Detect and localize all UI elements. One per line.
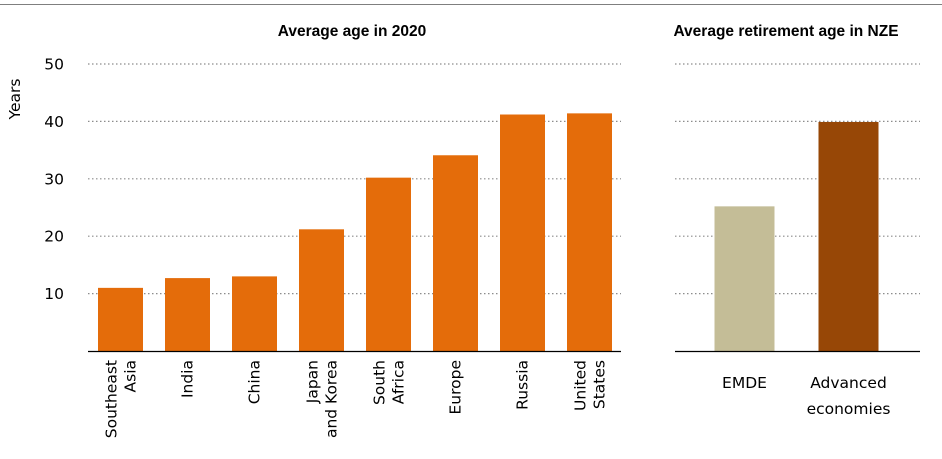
category-label: UnitedStates — [572, 360, 609, 411]
y-axis-label: Years — [6, 79, 24, 121]
category-label-line: Africa — [390, 360, 408, 404]
left-panel-title: Average age in 2020 — [278, 23, 426, 40]
bar — [165, 278, 210, 351]
category-label-line: States — [591, 360, 609, 409]
bar — [98, 287, 143, 351]
category-label-line: Europe — [447, 360, 465, 415]
y-tick-label: 50 — [44, 56, 64, 74]
category-label-line: EMDE — [722, 374, 767, 392]
y-tick-label: 20 — [44, 228, 64, 246]
right-panel-title: Average retirement age in NZE — [673, 23, 898, 40]
category-label-line: India — [179, 360, 197, 398]
y-tick-label: 10 — [44, 285, 64, 303]
bar — [714, 206, 775, 351]
category-label-line: Asia — [122, 360, 140, 392]
y-tick-label: 40 — [44, 113, 64, 131]
bar — [433, 155, 478, 351]
left-chart-panel: 10 20 30 40 50 SoutheastAsia India China Japanan… — [44, 56, 621, 438]
bar — [299, 229, 344, 351]
category-label: China — [246, 360, 264, 404]
category-label-line: Advanced — [810, 374, 887, 392]
category-label-line: United — [572, 360, 590, 411]
category-label-line: China — [246, 360, 264, 404]
category-label: Japanand Korea — [304, 360, 341, 438]
category-label-line: Russia — [514, 360, 532, 410]
bar — [500, 114, 545, 352]
bar — [232, 276, 277, 351]
category-label-line: Japan — [304, 360, 322, 404]
category-label: India — [179, 360, 197, 398]
category-label: Advanced economies — [807, 374, 891, 418]
bar — [567, 113, 612, 351]
category-label: SouthAfrica — [371, 360, 408, 405]
bar — [366, 177, 411, 351]
category-label-line: Southeast — [103, 360, 121, 438]
bar — [818, 121, 879, 351]
category-label: SoutheastAsia — [103, 360, 140, 438]
category-label-line: economies — [807, 400, 891, 418]
right-chart-panel: EMDE Advanced economies — [675, 63, 920, 418]
category-label-line: South — [371, 360, 389, 405]
y-tick-label: 30 — [44, 170, 64, 188]
category-label-line: and Korea — [323, 360, 341, 438]
category-label: EMDE — [722, 374, 767, 392]
category-label: Russia — [514, 360, 532, 410]
category-label: Europe — [447, 360, 465, 415]
